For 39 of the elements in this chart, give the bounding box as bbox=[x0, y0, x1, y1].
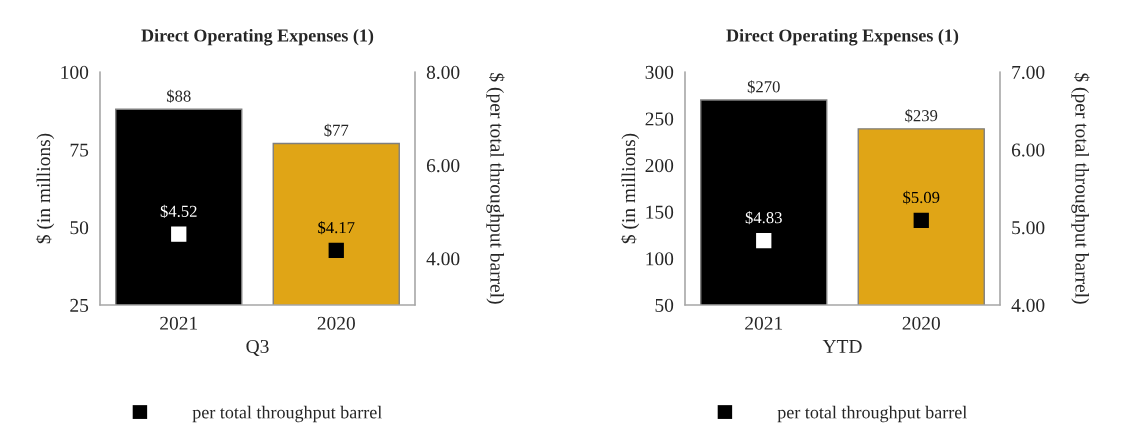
y-tick-label: 200 bbox=[645, 159, 674, 173]
y2-tick-label: 6.00 bbox=[426, 159, 460, 173]
x-tick-label: 2021 bbox=[160, 316, 198, 330]
x-axis-title: Q3 bbox=[246, 339, 269, 356]
x-tick-label: 2020 bbox=[902, 316, 940, 330]
y2-tick-label: 6.00 bbox=[1011, 143, 1045, 157]
x-tick-label: 2020 bbox=[317, 316, 355, 330]
data-label: $5.09 bbox=[903, 190, 940, 205]
data-label: $239 bbox=[905, 109, 938, 123]
y2-axis-title: $ (per total throughput barrel) bbox=[1071, 73, 1090, 304]
x-axis-title: YTD bbox=[822, 340, 862, 353]
text: per total throughput barrel bbox=[192, 405, 382, 423]
text: per total throughput barrel bbox=[777, 405, 967, 423]
y-tick-label: 100 bbox=[61, 65, 89, 79]
data-label: $4.83 bbox=[745, 211, 782, 225]
y-axis-title: $ (in millions) bbox=[35, 133, 55, 244]
y2-axis-title: $ (per total throughput barrel) bbox=[486, 73, 505, 304]
data-label: $4.17 bbox=[318, 220, 355, 235]
data-label: $270 bbox=[747, 80, 780, 94]
y-axis-title: $ (in millions) bbox=[620, 133, 640, 244]
y-tick-label: 25 bbox=[70, 298, 89, 312]
x-tick-label: 2021 bbox=[745, 316, 783, 330]
data-label: $4.52 bbox=[160, 204, 197, 218]
chart-title: Direct Operating Expenses (1) bbox=[726, 28, 959, 46]
y-tick-label: 50 bbox=[655, 298, 674, 312]
chart-title: Direct Operating Expenses (1) bbox=[141, 28, 374, 46]
data-label: $77 bbox=[324, 123, 349, 138]
y-tick-label: 100 bbox=[646, 252, 674, 266]
y2-tick-label: 5.00 bbox=[1012, 221, 1045, 235]
y-tick-label: 150 bbox=[646, 205, 674, 219]
y-tick-label: 300 bbox=[645, 65, 674, 79]
data-label: $88 bbox=[166, 89, 191, 103]
y2-tick-label: 7.00 bbox=[1012, 65, 1045, 80]
y2-tick-label: 4.00 bbox=[1011, 298, 1045, 313]
y-tick-label: 75 bbox=[70, 143, 89, 157]
y-tick-label: 250 bbox=[645, 112, 674, 126]
y2-tick-label: 8.00 bbox=[426, 65, 460, 80]
y2-tick-label: 4.00 bbox=[426, 252, 460, 266]
y-tick-label: 50 bbox=[70, 221, 89, 235]
